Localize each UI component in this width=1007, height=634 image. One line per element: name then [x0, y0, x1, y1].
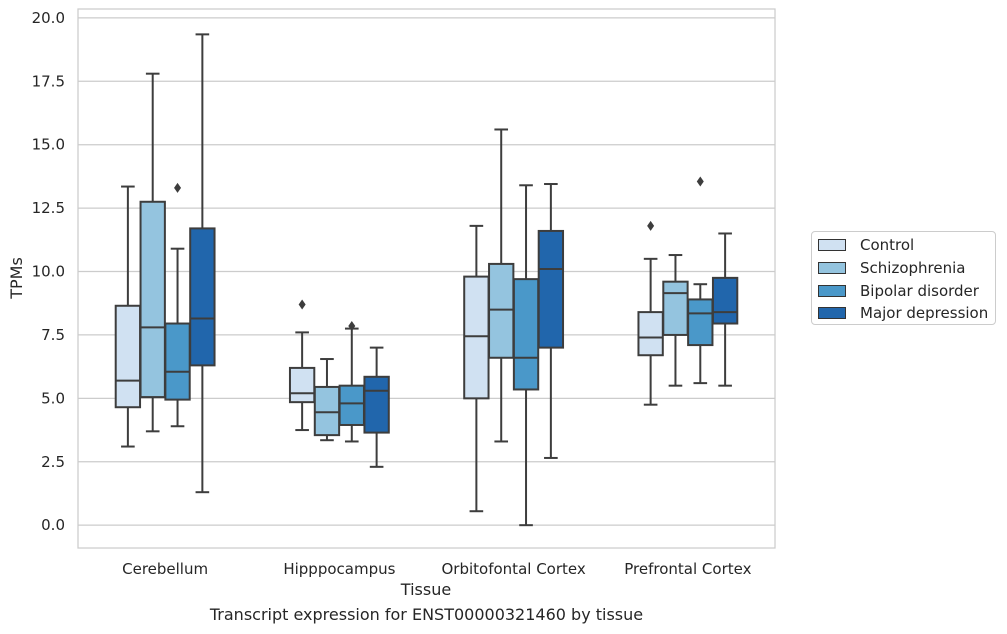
- box-bipolar-disorder: [164, 182, 191, 428]
- x-axis-title: Tissue: [400, 580, 451, 599]
- legend-swatch-bipolar-disorder: [818, 285, 846, 297]
- legend-label-schizophrenia: Schizophrenia: [860, 259, 966, 277]
- box-schizophrenia: [139, 72, 166, 433]
- box-major-depression: [711, 232, 739, 387]
- box-iqr: [512, 278, 540, 391]
- legend-label-major-depression: Major depression: [860, 304, 989, 322]
- box-iqr: [363, 375, 390, 434]
- box-iqr: [537, 229, 565, 349]
- outlier-point: [348, 321, 356, 332]
- outlier-point: [647, 220, 655, 231]
- y-axis-title: TPMs: [7, 257, 26, 300]
- outlier-point: [174, 182, 182, 193]
- legend-item-control: Control: [818, 235, 914, 255]
- y-tick-label: 0.0: [41, 516, 65, 534]
- y-tick-label: 15.0: [32, 136, 65, 154]
- box-bipolar-disorder: [687, 176, 714, 385]
- box-schizophrenia: [313, 358, 341, 442]
- box-control: [463, 224, 490, 513]
- x-tick-label: Orbitofontal Cortex: [442, 560, 586, 578]
- y-tick-label: 20.0: [32, 9, 65, 27]
- box-iqr: [488, 262, 515, 359]
- box-control: [288, 299, 316, 432]
- figure-caption: Transcript expression for ENST0000032146…: [209, 605, 644, 624]
- box-iqr: [687, 298, 714, 347]
- legend-swatch-schizophrenia: [818, 262, 846, 274]
- legend-swatch-control: [818, 239, 846, 251]
- legend-label-bipolar-disorder: Bipolar disorder: [860, 282, 979, 300]
- x-tick-label: Prefrontal Cortex: [624, 560, 751, 578]
- box-schizophrenia: [488, 128, 515, 443]
- box-iqr: [114, 304, 142, 409]
- outlier-point: [696, 176, 704, 187]
- y-tick-label: 2.5: [41, 453, 65, 471]
- y-tick-label: 12.5: [32, 199, 65, 217]
- box-iqr: [164, 322, 191, 401]
- box-iqr: [338, 384, 365, 426]
- outlier-point: [298, 299, 306, 310]
- legend-swatch-major-depression: [818, 307, 846, 319]
- x-tick-label: Cerebellum: [122, 560, 208, 578]
- x-tick-labels: Cerebellum Hipppocampus Orbitofontal Corte…: [122, 560, 751, 578]
- box-iqr: [313, 385, 341, 437]
- x-tick-label: Hipppocampus: [283, 560, 395, 578]
- box-bipolar-disorder: [338, 321, 365, 443]
- box-iqr: [288, 366, 316, 404]
- y-tick-label: 7.5: [41, 326, 65, 344]
- box-iqr: [189, 227, 216, 367]
- box-iqr: [662, 280, 689, 336]
- y-tick-label: 10.0: [32, 263, 65, 281]
- y-tick-label: 17.5: [32, 72, 65, 90]
- boxes: [114, 33, 739, 527]
- plot-frame: [77, 8, 776, 549]
- gridlines: [78, 17, 775, 526]
- box-iqr: [711, 276, 739, 325]
- legend-item-major-depression: Major depression: [818, 303, 988, 323]
- box-iqr: [637, 311, 664, 357]
- y-tick-labels: 0.0 2.5 5.0 7.5 10.0 12.5 15.0 17.5 20.0: [32, 9, 65, 534]
- box-control: [637, 220, 664, 406]
- box-major-depression: [363, 346, 390, 468]
- box-bipolar-disorder: [512, 184, 540, 527]
- box-schizophrenia: [662, 254, 689, 387]
- legend-item-bipolar-disorder: Bipolar disorder: [818, 281, 979, 301]
- legend: Control Schizophrenia Bipolar disorder M…: [811, 231, 996, 325]
- y-tick-label: 5.0: [41, 389, 65, 407]
- box-major-depression: [537, 183, 565, 459]
- box-iqr: [463, 275, 490, 400]
- box-control: [114, 185, 142, 448]
- box-major-depression: [189, 33, 216, 494]
- box-iqr: [139, 200, 166, 399]
- legend-item-schizophrenia: Schizophrenia: [818, 258, 965, 278]
- legend-label-control: Control: [860, 236, 915, 254]
